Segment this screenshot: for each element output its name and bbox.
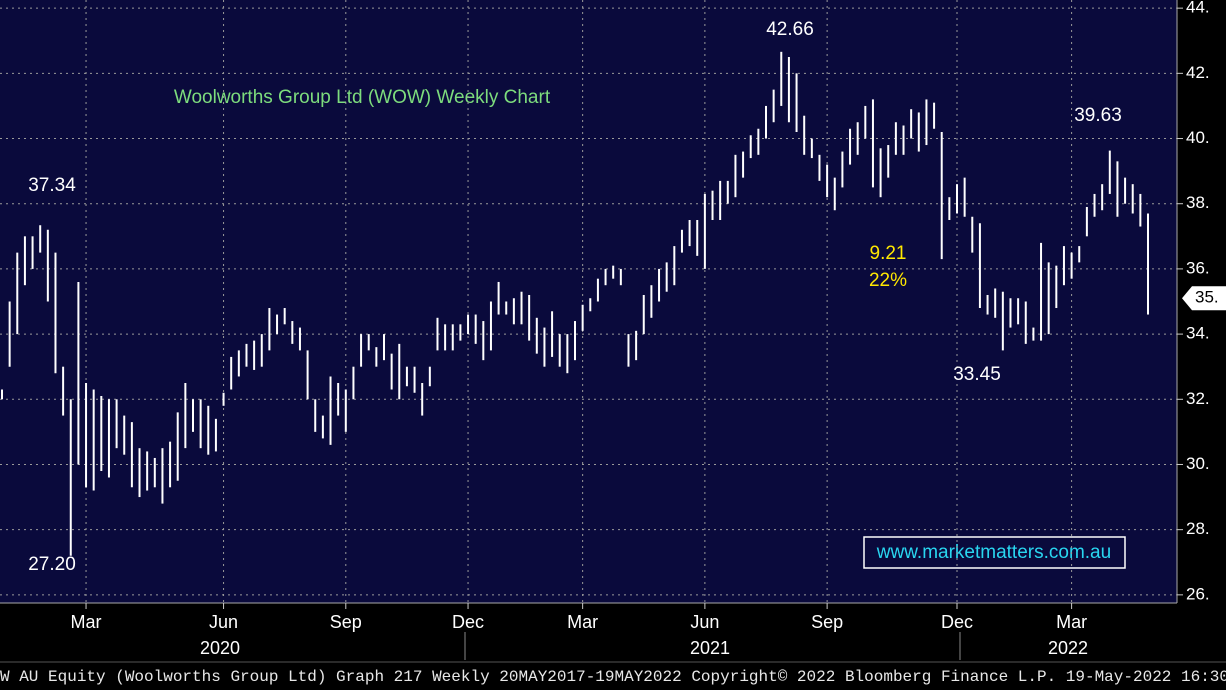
- last-price-label: 35.: [1195, 288, 1219, 307]
- y-tick-label: 42.: [1186, 63, 1210, 82]
- x-tick-label: Dec: [452, 612, 484, 632]
- y-tick-label: 26.: [1186, 584, 1210, 603]
- annotation: 37.34: [28, 175, 76, 196]
- annotation: 22%: [869, 270, 907, 291]
- annotation: 9.21: [870, 243, 907, 264]
- watermark: www.marketmatters.com.au: [876, 542, 1111, 563]
- y-tick-label: 36.: [1186, 258, 1210, 277]
- chart-title: Woolworths Group Ltd (WOW) Weekly Chart: [174, 87, 551, 108]
- y-tick-label: 28.: [1186, 519, 1210, 538]
- annotation: 33.45: [953, 364, 1001, 385]
- x-tick-label: Jun: [690, 612, 719, 632]
- y-tick-label: 32.: [1186, 389, 1210, 408]
- watermark-box: [863, 536, 1126, 569]
- annotation: 42.66: [766, 19, 814, 40]
- y-tick-label: 34.: [1186, 324, 1210, 343]
- y-tick-label: 44.: [1186, 0, 1210, 17]
- y-tick-label: 30.: [1186, 454, 1210, 473]
- x-tick-label: Sep: [330, 612, 362, 632]
- x-tick-label: Mar: [71, 612, 102, 632]
- footer: W AU Equity (Woolworths Group Ltd) Graph…: [0, 668, 1226, 686]
- x-tick-label: Jun: [209, 612, 238, 632]
- x-tick-label: Mar: [567, 612, 598, 632]
- x-tick-label: Sep: [811, 612, 843, 632]
- last-price-box: [1182, 286, 1226, 311]
- y-tick-label: 40.: [1186, 128, 1210, 147]
- year-label: 2022: [1048, 638, 1088, 658]
- y-tick-label: 38.: [1186, 193, 1210, 212]
- year-label: 2020: [200, 638, 240, 658]
- annotation: 27.20: [28, 554, 76, 575]
- annotation: 39.63: [1074, 105, 1122, 126]
- year-label: 2021: [690, 638, 730, 658]
- x-tick-label: Mar: [1056, 612, 1087, 632]
- x-tick-label: Dec: [941, 612, 973, 632]
